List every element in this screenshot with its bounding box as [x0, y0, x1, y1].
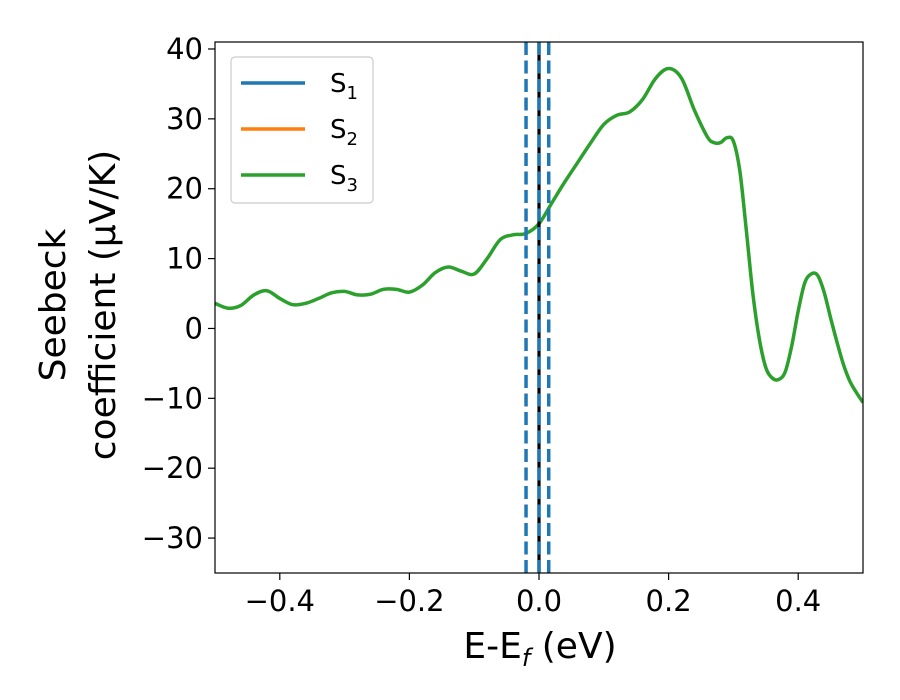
x-axis-title-unit: (eV) [530, 626, 616, 667]
legend-label: S1 [330, 69, 358, 104]
x-tick-label: 0.2 [646, 584, 692, 618]
y-tick-label: 40 [166, 32, 203, 66]
legend-label-subscript: 1 [347, 83, 358, 104]
x-tick-label: 0.4 [775, 584, 821, 618]
y-tick-label: −30 [142, 521, 203, 555]
legend-label-subscript: 2 [347, 129, 358, 150]
axis-ticks: −0.4 −0.2 0.0 0.2 0.4 −30 −20 −10 0 10 20 30 40 [142, 32, 821, 618]
x-axis-title-main: E-E [463, 626, 521, 667]
y-tick-label: 20 [166, 172, 203, 206]
legend-label-name: S [330, 115, 347, 145]
legend-label-name: S [330, 69, 347, 99]
y-tick-label: −20 [142, 451, 203, 485]
plot-frame [214, 41, 864, 574]
legend-label-subscript: 3 [347, 175, 358, 196]
y-tick-label: 0 [185, 311, 203, 345]
legend-label: S2 [330, 115, 358, 150]
x-axis-title: E-Ef (eV) [463, 626, 616, 672]
y-axis-title-line1: Seebeck [33, 228, 74, 381]
y-axis-title-line2: coefficient (μV/K) [83, 150, 124, 460]
plot-area [215, 42, 863, 573]
y-axis-title: Seebeck coefficient (μV/K) [33, 150, 124, 460]
series-line-s3 [215, 66, 863, 404]
legend-label: S3 [330, 161, 358, 196]
legend-label-name: S [330, 161, 347, 191]
y-tick-label: 30 [166, 102, 203, 136]
y-tick-label: −10 [142, 381, 203, 415]
x-tick-label: 0.0 [516, 584, 562, 618]
y-tick-label: 10 [166, 242, 203, 276]
x-tick-label: −0.4 [245, 584, 315, 618]
x-tick-label: −0.2 [374, 584, 444, 618]
